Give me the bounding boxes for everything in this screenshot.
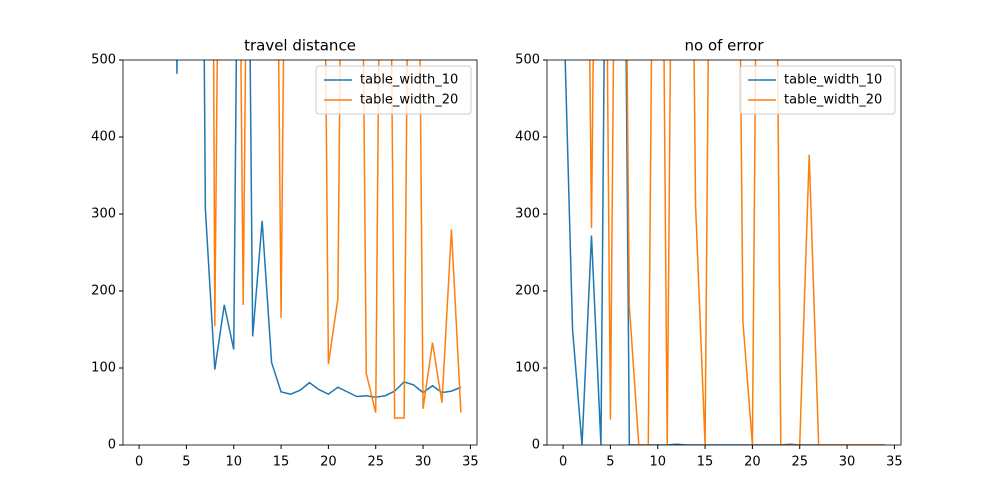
legend-box xyxy=(315,65,472,115)
y-tick-label: 200 xyxy=(515,284,540,299)
x-tick-label: 25 xyxy=(367,455,384,470)
y-tick-label: 300 xyxy=(515,207,540,222)
y-tick-label: 0 xyxy=(532,438,540,453)
x-tick-label: 0 xyxy=(135,455,143,470)
y-tick-label: 500 xyxy=(515,53,540,68)
legend-label: table_width_20 xyxy=(360,93,458,108)
x-tick-label: 15 xyxy=(273,455,290,470)
x-tick-label: 35 xyxy=(462,455,479,470)
y-tick-label: 200 xyxy=(91,284,116,299)
x-tick-label: 0 xyxy=(559,455,567,470)
y-tick-label: 0 xyxy=(108,438,116,453)
legend-box xyxy=(739,65,896,115)
y-tick-label: 500 xyxy=(91,53,116,68)
x-tick-label: 30 xyxy=(839,455,856,470)
x-tick-label: 30 xyxy=(415,455,432,470)
series-line xyxy=(176,60,462,399)
chart-title: no of error xyxy=(685,37,765,55)
y-tick-label: 400 xyxy=(515,130,540,145)
x-tick-label: 15 xyxy=(697,455,714,470)
axes-frame xyxy=(122,59,478,446)
y-tick-label: 300 xyxy=(91,207,116,222)
chart-title: travel distance xyxy=(244,37,356,55)
x-tick-label: 20 xyxy=(320,455,337,470)
y-tick-label: 100 xyxy=(515,361,540,376)
plot-area xyxy=(176,60,462,419)
axes-frame xyxy=(546,59,902,446)
x-tick-label: 5 xyxy=(182,455,190,470)
x-tick-label: 10 xyxy=(225,455,242,470)
x-tick-label: 5 xyxy=(606,455,614,470)
x-tick-label: 20 xyxy=(744,455,761,470)
x-tick-label: 35 xyxy=(886,455,903,470)
legend-label: table_width_10 xyxy=(360,73,458,88)
legend-label: table_width_10 xyxy=(784,73,882,88)
legend-label: table_width_20 xyxy=(784,93,882,108)
y-tick-label: 100 xyxy=(91,361,116,376)
x-tick-label: 25 xyxy=(791,455,808,470)
x-tick-label: 10 xyxy=(649,455,666,470)
y-tick-label: 400 xyxy=(91,130,116,145)
